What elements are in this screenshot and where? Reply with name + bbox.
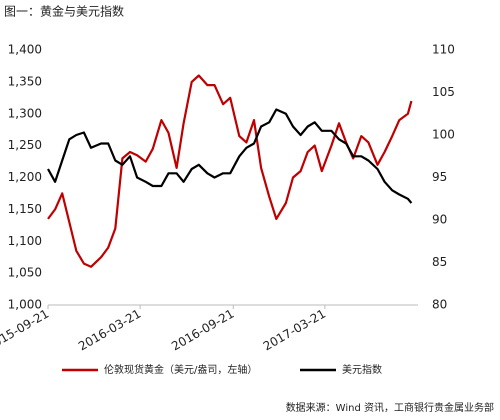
y2-tick-label: 105 (432, 85, 455, 99)
y-tick-label: 1,200 (8, 170, 42, 184)
x-tick-label: 2016-09-21 (169, 307, 236, 354)
y-tick-label: 1,100 (8, 234, 42, 248)
y-tick-label: 1,150 (8, 202, 42, 216)
legend-label: 伦敦现货黄金（美元/盎司，左轴） (104, 363, 257, 376)
y-tick-label: 1,000 (8, 298, 42, 312)
chart-title: 图一：黄金与美元指数 (4, 4, 124, 19)
y-tick-label: 1,350 (8, 74, 42, 88)
legend-label: 美元指数 (342, 363, 382, 376)
source-note: 数据来源：Wind 资讯，工商银行贵金属业务部 (286, 401, 494, 414)
y2-tick-label: 110 (432, 43, 455, 57)
series-line (47, 74, 413, 268)
x-tick-label: 2016-03-21 (76, 307, 143, 354)
x-tick-label: 2017-03-21 (261, 307, 328, 354)
y2-tick-label: 90 (432, 213, 447, 227)
y2-tick-label: 100 (432, 128, 455, 142)
y-tick-label: 1,400 (8, 43, 42, 57)
y-tick-label: 1,050 (8, 266, 42, 280)
y-tick-label: 1,300 (8, 106, 42, 120)
y2-tick-label: 80 (432, 298, 447, 312)
y2-tick-label: 95 (432, 170, 447, 184)
x-tick-label: 2015-09-21 (0, 307, 51, 354)
series-line (47, 108, 413, 204)
y-tick-label: 1,250 (8, 138, 42, 152)
y2-tick-label: 85 (432, 255, 447, 269)
